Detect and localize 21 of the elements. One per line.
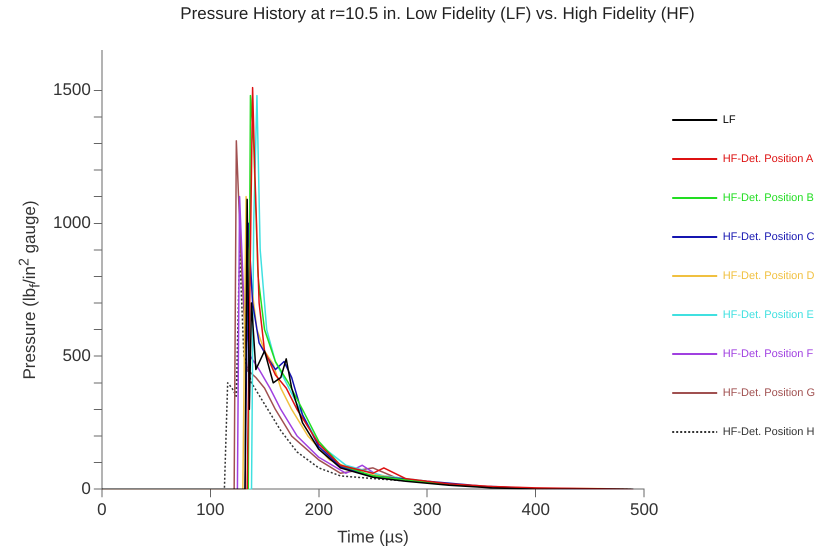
x-tick-label: 0 xyxy=(97,500,107,520)
y-tick-label: 0 xyxy=(81,478,91,498)
x-tick-label: 400 xyxy=(522,500,550,520)
legend-label: HF-Det. Position A xyxy=(722,153,814,166)
legend-label: LF xyxy=(722,114,736,126)
legend-label: HF-Det. Position B xyxy=(722,192,814,204)
y-tick-label: 500 xyxy=(62,346,91,365)
y-tick-label: 1500 xyxy=(52,80,91,99)
legend-label: HF-Det. Position G xyxy=(722,387,816,400)
y-tick-label: 1000 xyxy=(52,212,91,232)
legend-label: HF-Det. Position C xyxy=(722,231,814,244)
legend-label: HF-Det. Position E xyxy=(722,309,814,322)
x-tick-label: 500 xyxy=(630,500,658,520)
x-tick-label: 300 xyxy=(413,500,442,520)
x-tick-label: 200 xyxy=(304,500,333,520)
legend-label: HF-Det. Position H xyxy=(722,426,814,438)
x-axis-title: Time (µs) xyxy=(337,527,409,546)
legend-label: HF-Det. Position F xyxy=(722,348,814,360)
chart-title: Pressure History at r=10.5 in. Low Fidelity (LF) vs. High Fidelity (HF) xyxy=(180,4,695,23)
x-tick-label: 100 xyxy=(196,500,224,520)
legend-label: HF-Det. Position D xyxy=(722,270,814,282)
